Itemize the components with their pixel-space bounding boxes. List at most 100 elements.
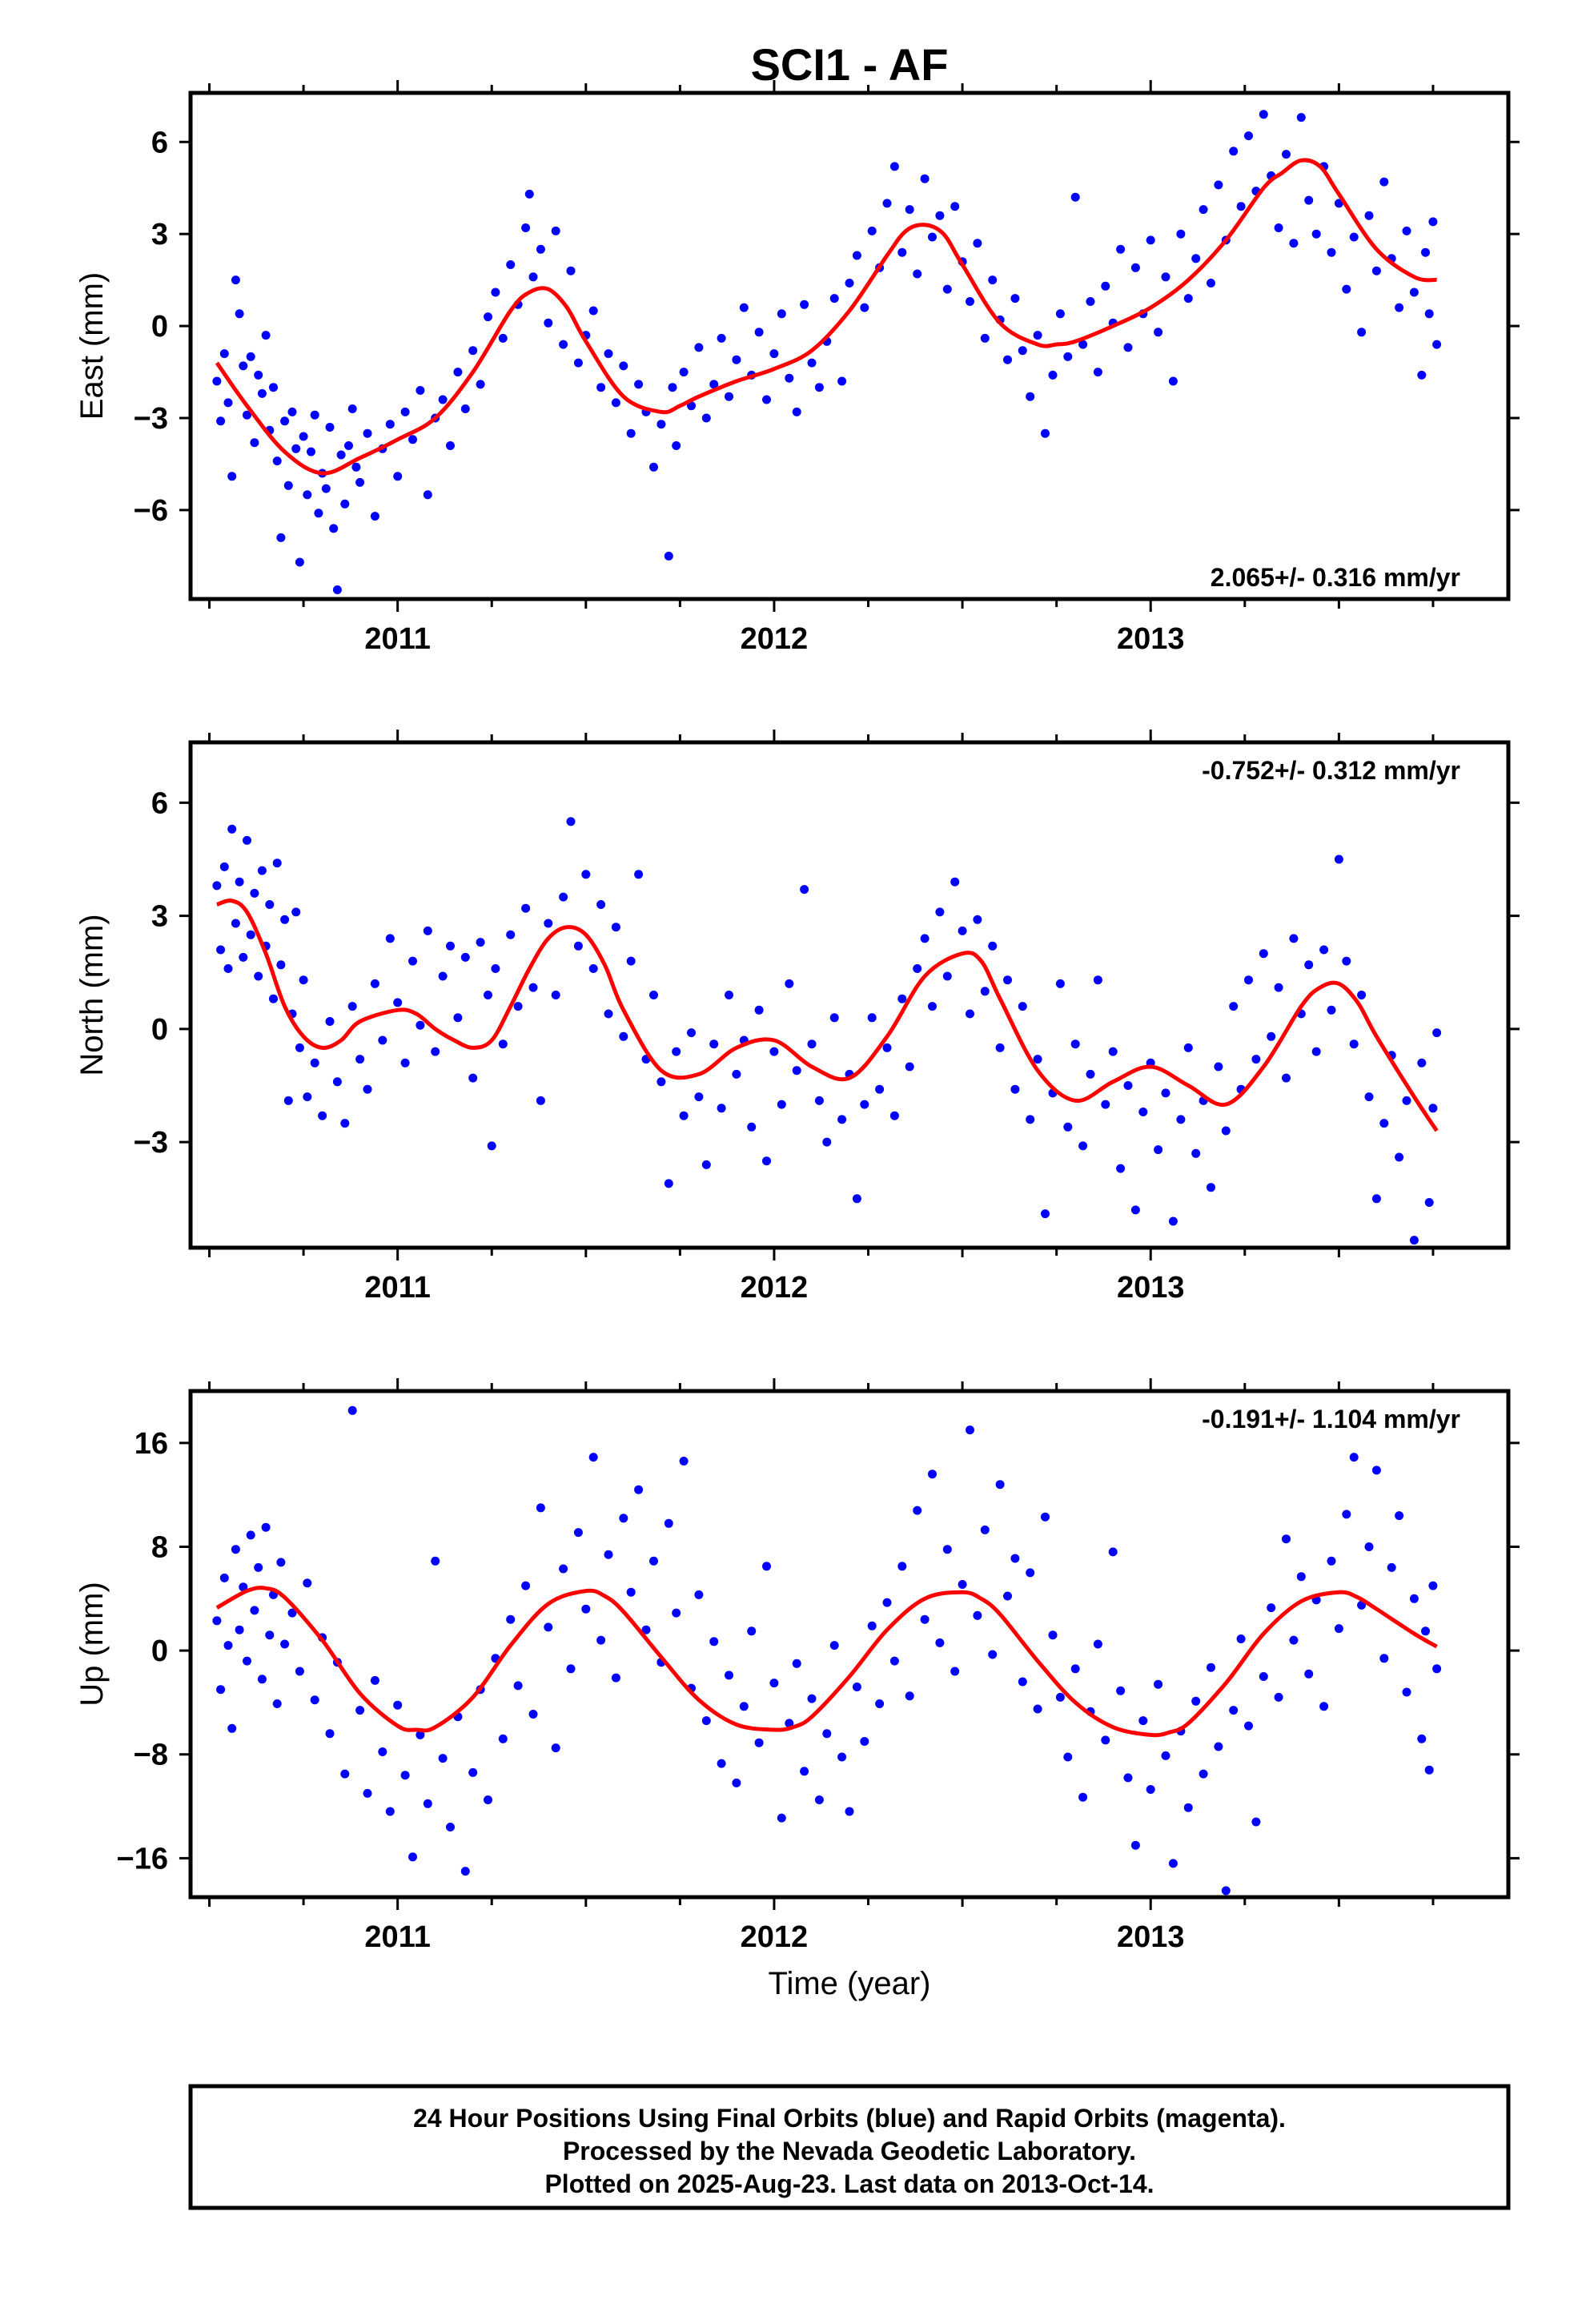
north-data-point (400, 1058, 410, 1068)
east-data-point (295, 557, 304, 567)
north-data-point (1033, 1055, 1042, 1064)
up-data-point (1349, 1453, 1359, 1462)
up-data-point (295, 1667, 304, 1676)
east-data-point (1010, 294, 1020, 304)
east-data-point (287, 407, 297, 416)
east-data-point (1048, 370, 1058, 380)
north-data-point (897, 994, 907, 1003)
up-ytick-label: −8 (134, 1739, 168, 1772)
up-data-point (347, 1405, 357, 1415)
east-data-point (1146, 235, 1155, 245)
north-data-point (882, 1043, 892, 1052)
east-data-point (1168, 376, 1178, 386)
east-data-point (769, 349, 779, 359)
north-data-point (528, 983, 538, 992)
east-data-point (852, 251, 861, 260)
north-data-point (1409, 1236, 1419, 1245)
north-data-point (875, 1084, 885, 1094)
up-data-point (905, 1691, 914, 1701)
north-data-point (611, 923, 620, 932)
up-data-point (223, 1641, 233, 1651)
north-data-point (325, 1017, 335, 1026)
up-data-point (1070, 1664, 1080, 1674)
up-data-point (1055, 1692, 1065, 1702)
east-data-point (363, 428, 372, 438)
north-data-point (1274, 983, 1283, 992)
north-data-point (1304, 960, 1314, 970)
north-data-point (506, 930, 516, 939)
up-data-point (254, 1562, 263, 1572)
up-data-point (596, 1635, 606, 1645)
north-data-point (1101, 1100, 1110, 1109)
up-data-point (1244, 1721, 1253, 1731)
north-data-point (1371, 1194, 1381, 1204)
east-data-point (882, 199, 892, 208)
east-data-point (551, 226, 560, 235)
up-data-point (408, 1852, 417, 1862)
north-data-point (393, 998, 403, 1007)
up-data-point (573, 1528, 583, 1538)
up-data-point (1282, 1534, 1291, 1544)
up-data-point (1214, 1742, 1223, 1751)
north-data-point (1154, 1145, 1163, 1155)
up-data-point (370, 1675, 379, 1685)
east-data-point (1342, 284, 1351, 294)
north-data-point (216, 945, 226, 955)
north-data-point (1244, 975, 1253, 985)
north-data-point (785, 979, 794, 988)
up-data-point (1168, 1859, 1178, 1868)
east-data-point (777, 309, 786, 319)
east-xtick-label: 2012 (741, 622, 809, 656)
north-data-point (246, 930, 255, 939)
north-data-point (1078, 1141, 1088, 1151)
up-data-point (216, 1685, 226, 1695)
up-data-point (243, 1656, 251, 1666)
north-data-point (1108, 1047, 1118, 1056)
east-data-point (506, 260, 516, 269)
north-data-point (852, 1194, 861, 1204)
north-data-point (1086, 1069, 1095, 1079)
north-data-point (619, 1031, 628, 1041)
up-data-point (995, 1480, 1005, 1490)
north-data-point (332, 1077, 342, 1087)
east-data-point (754, 328, 764, 337)
up-data-point (860, 1737, 869, 1746)
east-ytick-label: 0 (151, 310, 168, 344)
north-data-point (596, 900, 606, 909)
north-data-point (1395, 1152, 1404, 1162)
up-data-point (1304, 1669, 1314, 1679)
north-data-point (536, 1096, 545, 1105)
north-data-point (498, 1039, 508, 1049)
up-data-point (1078, 1792, 1088, 1802)
east-ytick-label: −6 (134, 494, 168, 528)
north-data-point (310, 1058, 319, 1068)
east-data-point (566, 266, 576, 275)
north-data-point (958, 926, 967, 935)
north-data-point (1251, 1055, 1261, 1064)
east-data-point (1101, 281, 1110, 291)
east-data-point (845, 279, 854, 287)
north-data-point (687, 1028, 696, 1038)
up-data-point (287, 1608, 297, 1618)
north-data-point (1010, 1084, 1020, 1094)
up-data-point (385, 1807, 395, 1816)
north-data-point (513, 1002, 523, 1011)
up-data-point (889, 1656, 899, 1666)
up-data-point (604, 1550, 613, 1559)
up-data-point (484, 1795, 492, 1804)
north-data-point (1267, 1031, 1276, 1041)
up-data-point (1421, 1626, 1430, 1636)
east-data-point (1229, 147, 1239, 156)
up-data-point (528, 1710, 538, 1719)
north-data-point (1183, 1043, 1193, 1052)
east-data-point (1207, 279, 1215, 287)
east-data-point (446, 441, 455, 450)
up-data-point (272, 1699, 282, 1708)
east-data-point (231, 275, 240, 285)
up-data-point (363, 1788, 372, 1798)
up-data-point (1334, 1624, 1343, 1634)
east-ytick-label: 6 (151, 126, 168, 159)
north-data-point (889, 1111, 899, 1120)
up-xtick-label: 2011 (364, 1920, 430, 1954)
east-data-point (1421, 247, 1430, 257)
